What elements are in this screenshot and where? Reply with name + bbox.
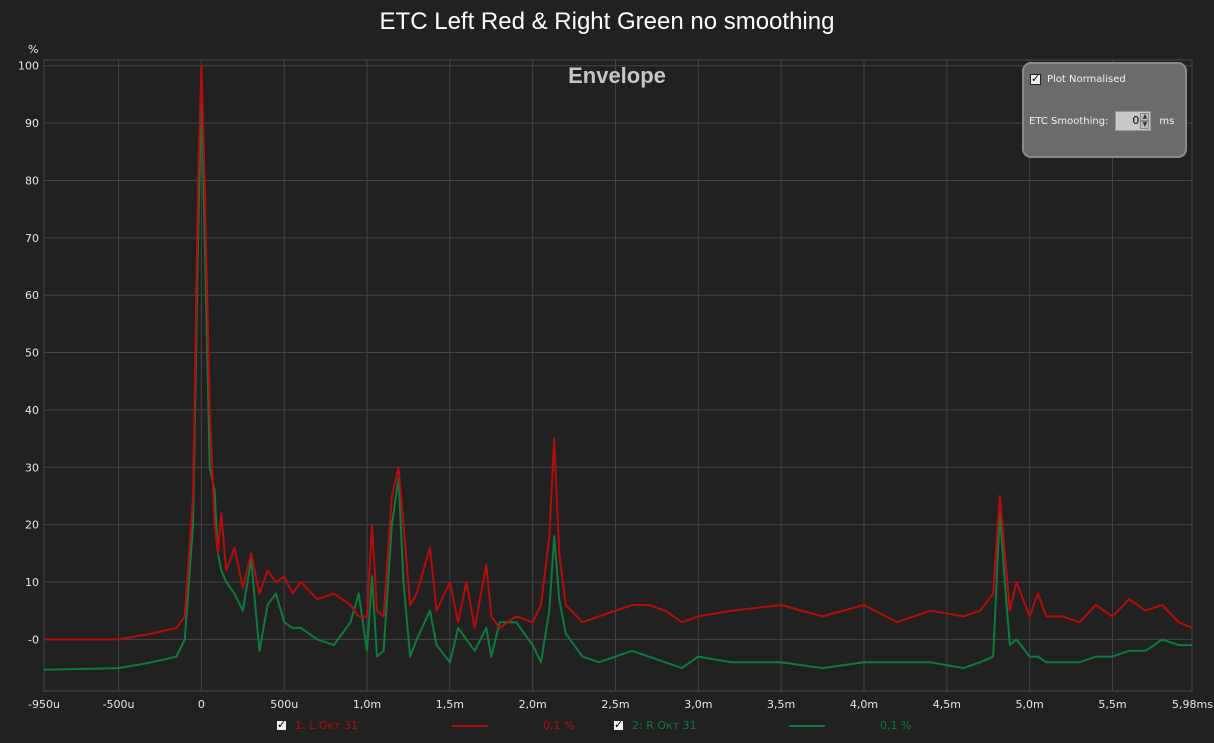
- x-tick-label: 3,0m: [684, 698, 712, 711]
- plot-frame: [43, 59, 1193, 692]
- plot-normalised-label: Plot Normalised: [1047, 74, 1126, 85]
- legend-item-right[interactable]: 2: R Окт 31: [613, 718, 697, 732]
- spin-up-icon[interactable]: ▲: [1140, 113, 1150, 121]
- x-tick-label: -500u: [103, 698, 135, 711]
- x-tick-label: 4,0m: [850, 698, 878, 711]
- x-axis-ticks: -950u -500u 0 500u 1,0m 1,5m 2,0m 2,5m 3,0m 3,5m 4…: [28, 698, 1213, 711]
- smoothing-row: ETC Smoothing: 0 ▲ ▼ ms: [1029, 111, 1174, 131]
- etc-options-panel: Plot Normalised ETC Smoothing: 0 ▲ ▼ ms: [1022, 62, 1187, 158]
- x-tick-label: 1,0m: [353, 698, 381, 711]
- smoothing-value[interactable]: 0: [1132, 114, 1140, 127]
- x-tick-label: 4,5m: [933, 698, 961, 711]
- x-tick-label: 0: [198, 698, 205, 711]
- y-tick-label: 30: [25, 461, 39, 474]
- smoothing-unit: ms: [1159, 115, 1175, 127]
- legend-checkbox-left[interactable]: [276, 718, 287, 731]
- series-line-right: [43, 93, 1192, 671]
- y-tick-label: 100: [18, 60, 39, 73]
- spin-down-icon[interactable]: ▼: [1140, 121, 1150, 129]
- legend: 1: L Окт 31 0,1 % 2: R Окт 31 0,1 %: [0, 718, 1214, 739]
- y-tick-label: 80: [25, 174, 39, 187]
- y-tick-label: 50: [25, 347, 39, 360]
- plot-normalised-row[interactable]: Plot Normalised: [1030, 72, 1126, 85]
- plot-subtitle: Envelope: [568, 63, 666, 88]
- smoothing-label: ETC Smoothing:: [1029, 115, 1109, 127]
- x-tick-label: 1,5m: [436, 698, 464, 711]
- x-tick-label: 5,5m: [1098, 698, 1126, 711]
- chart-title: ETC Left Red & Right Green no smoothing: [379, 8, 835, 35]
- y-tick-label: -0: [28, 633, 39, 646]
- legend-swatch-right: [789, 725, 825, 727]
- x-tick-label: 2,0m: [519, 698, 547, 711]
- y-tick-label: 70: [25, 232, 39, 245]
- y-tick-label: 90: [25, 117, 39, 130]
- y-tick-label: 10: [25, 576, 39, 589]
- legend-value-left: 0,1 %: [543, 719, 575, 732]
- grid: [43, 59, 1193, 692]
- y-tick-label: 40: [25, 404, 39, 417]
- x-tick-label: 5,98ms: [1172, 698, 1213, 711]
- x-tick-label: 3,5m: [767, 698, 795, 711]
- x-tick-label: -950u: [28, 698, 60, 711]
- smoothing-spinner[interactable]: 0 ▲ ▼: [1115, 111, 1152, 131]
- y-axis-ticks: -0 10 20 30 40 50 60 70 80 90 100: [18, 60, 39, 647]
- legend-label-left: 1: L Окт 31: [295, 719, 359, 732]
- y-tick-label: 20: [25, 519, 39, 532]
- legend-swatch-left: [452, 725, 488, 727]
- x-tick-label: 2,5m: [601, 698, 629, 711]
- series-group: [43, 64, 1193, 671]
- plot-normalised-checkbox[interactable]: [1030, 72, 1041, 85]
- y-axis-label: %: [28, 43, 38, 56]
- legend-value-right: 0,1 %: [880, 719, 912, 732]
- legend-item-left[interactable]: 1: L Окт 31: [276, 718, 359, 732]
- x-tick-label: 500u: [270, 698, 298, 711]
- x-tick-label: 5,0m: [1016, 698, 1044, 711]
- y-tick-label: 60: [25, 289, 39, 302]
- legend-label-right: 2: R Окт 31: [632, 719, 697, 732]
- legend-checkbox-right[interactable]: [613, 718, 624, 731]
- series-line-left: [44, 64, 1193, 641]
